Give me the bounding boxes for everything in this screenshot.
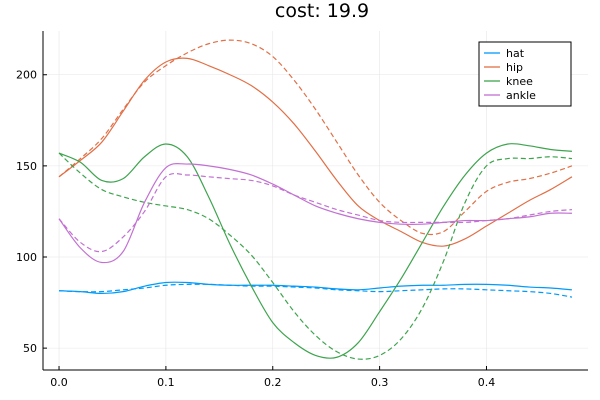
x-tick-label: 0.2	[264, 376, 282, 389]
axes: 0.0 0.1 0.2 0.3 0.4 50 100 150 200	[16, 31, 588, 389]
y-tick-label: 100	[16, 251, 37, 264]
series-line-hip-solid	[58, 57, 573, 247]
x-tick-label: 0.4	[478, 376, 496, 389]
legend-label-knee: knee	[506, 75, 533, 88]
y-tick-label: 200	[16, 69, 37, 82]
legend-label-hat: hat	[506, 47, 525, 60]
series-line-ankle-dashed	[58, 172, 573, 253]
series-line-hat-dashed	[59, 283, 573, 298]
legend-label-hip: hip	[506, 61, 523, 74]
x-tick-label: 0.1	[157, 376, 175, 389]
series-line-hat-solid	[59, 281, 573, 295]
x-tick-label: 0.3	[371, 376, 389, 389]
series-line-knee-solid	[58, 143, 573, 359]
series-line-ankle-solid	[58, 162, 572, 264]
y-tick-label: 50	[23, 342, 37, 355]
x-tick-label: 0.0	[50, 376, 68, 389]
series-line-hip-dashed	[58, 39, 573, 236]
series-layer	[58, 39, 573, 360]
legend-label-ankle: ankle	[506, 89, 536, 102]
series-line-knee-dashed	[58, 152, 573, 360]
chart-title: cost: 19.9	[275, 0, 369, 22]
y-tick-label: 150	[16, 160, 37, 173]
